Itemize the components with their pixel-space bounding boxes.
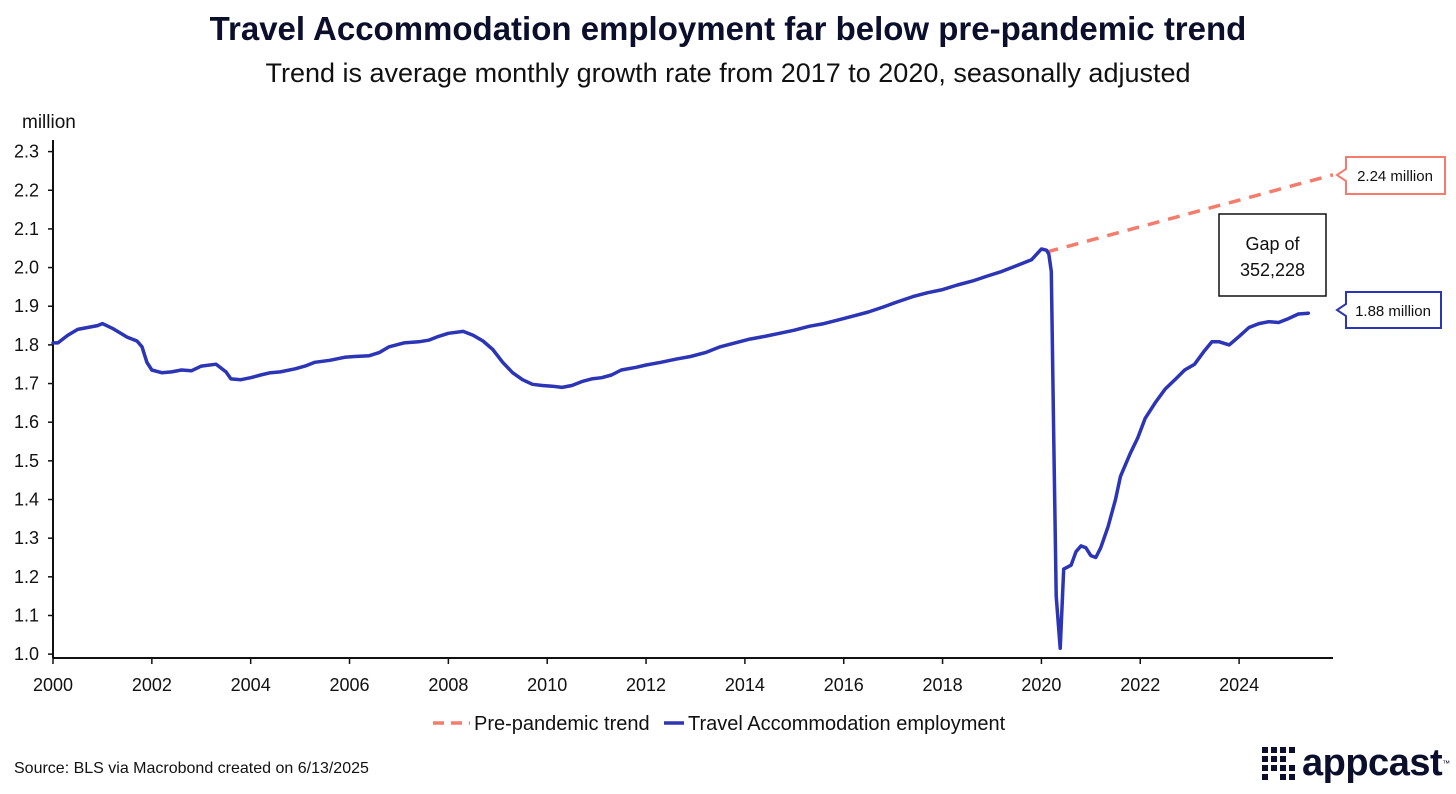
chart-title: Travel Accommodation employment far belo… bbox=[209, 10, 1247, 47]
x-tick-label: 2016 bbox=[824, 675, 864, 695]
y-tick-label: 1.8 bbox=[14, 335, 39, 355]
x-tick-label: 2010 bbox=[527, 675, 567, 695]
y-tick-label: 1.3 bbox=[14, 528, 39, 548]
x-tick-label: 2022 bbox=[1120, 675, 1160, 695]
trend-end-label: 2.24 million bbox=[1357, 168, 1433, 185]
series-layer bbox=[51, 173, 1334, 651]
y-tick-label: 1.7 bbox=[14, 374, 39, 394]
gap-label-line1: Gap of bbox=[1245, 234, 1300, 254]
chart-subtitle: Trend is average monthly growth rate fro… bbox=[265, 58, 1191, 88]
y-tick-label: 1.0 bbox=[14, 644, 39, 664]
y-tick-label: 1.1 bbox=[14, 605, 39, 625]
x-tick-label: 2000 bbox=[33, 675, 73, 695]
y-tick-label: 2.1 bbox=[14, 219, 39, 239]
legend-label-employment: Travel Accommodation employment bbox=[688, 713, 1006, 735]
y-tick-label: 2.3 bbox=[14, 142, 39, 162]
source-note: Source: BLS via Macrobond created on 6/1… bbox=[14, 760, 369, 777]
x-tick-label: 2004 bbox=[231, 675, 271, 695]
legend: Pre-pandemic trend Travel Accommodation … bbox=[433, 713, 1006, 735]
gap-annotation: Gap of 352,228 bbox=[1218, 213, 1327, 297]
x-tick-label: 2020 bbox=[1021, 675, 1061, 695]
x-tick-label: 2014 bbox=[725, 675, 765, 695]
x-tick-label: 2024 bbox=[1219, 675, 1259, 695]
y-tick-label: 1.4 bbox=[14, 490, 39, 510]
x-tick-label: 2008 bbox=[428, 675, 468, 695]
x-tick-label: 2012 bbox=[626, 675, 666, 695]
appcast-logo-icon bbox=[1262, 746, 1296, 781]
y-tick-label: 2.0 bbox=[14, 258, 39, 278]
y-tick-label: 1.2 bbox=[14, 567, 39, 587]
series-line-pre-pandemic-trend bbox=[1045, 173, 1334, 254]
appcast-logo-tm: ™ bbox=[1442, 759, 1451, 768]
x-tick-label: 2002 bbox=[132, 675, 172, 695]
y-axis: 1.0 1.1 1.2 1.3 1.4 1.5 1.6 1.7 1.8 1.9 2.0 2.1 2.2 2… bbox=[14, 140, 54, 664]
series-line-travel-accommodation-employment bbox=[51, 247, 1311, 651]
y-tick-label: 1.6 bbox=[14, 412, 39, 432]
x-axis: 2000 2002 2004 2006 2008 2010 2012 2014 2016 2018… bbox=[33, 657, 1333, 695]
legend-label-trend: Pre-pandemic trend bbox=[474, 713, 650, 735]
appcast-logo: appcast ™ bbox=[1262, 742, 1450, 785]
x-tick-label: 2006 bbox=[330, 675, 370, 695]
x-tick-label: 2018 bbox=[923, 675, 963, 695]
y-tick-label: 1.5 bbox=[14, 451, 39, 471]
y-tick-label: 2.2 bbox=[14, 180, 39, 200]
appcast-logo-text: appcast bbox=[1302, 742, 1443, 784]
y-tick-label: 1.9 bbox=[14, 296, 39, 316]
trend-end-callout: 2.24 million bbox=[1335, 156, 1446, 195]
gap-label-value: 352,228 bbox=[1240, 260, 1305, 280]
y-axis-label: million bbox=[22, 112, 76, 133]
actual-end-callout: 1.88 million bbox=[1335, 291, 1442, 329]
actual-end-label: 1.88 million bbox=[1355, 303, 1431, 320]
